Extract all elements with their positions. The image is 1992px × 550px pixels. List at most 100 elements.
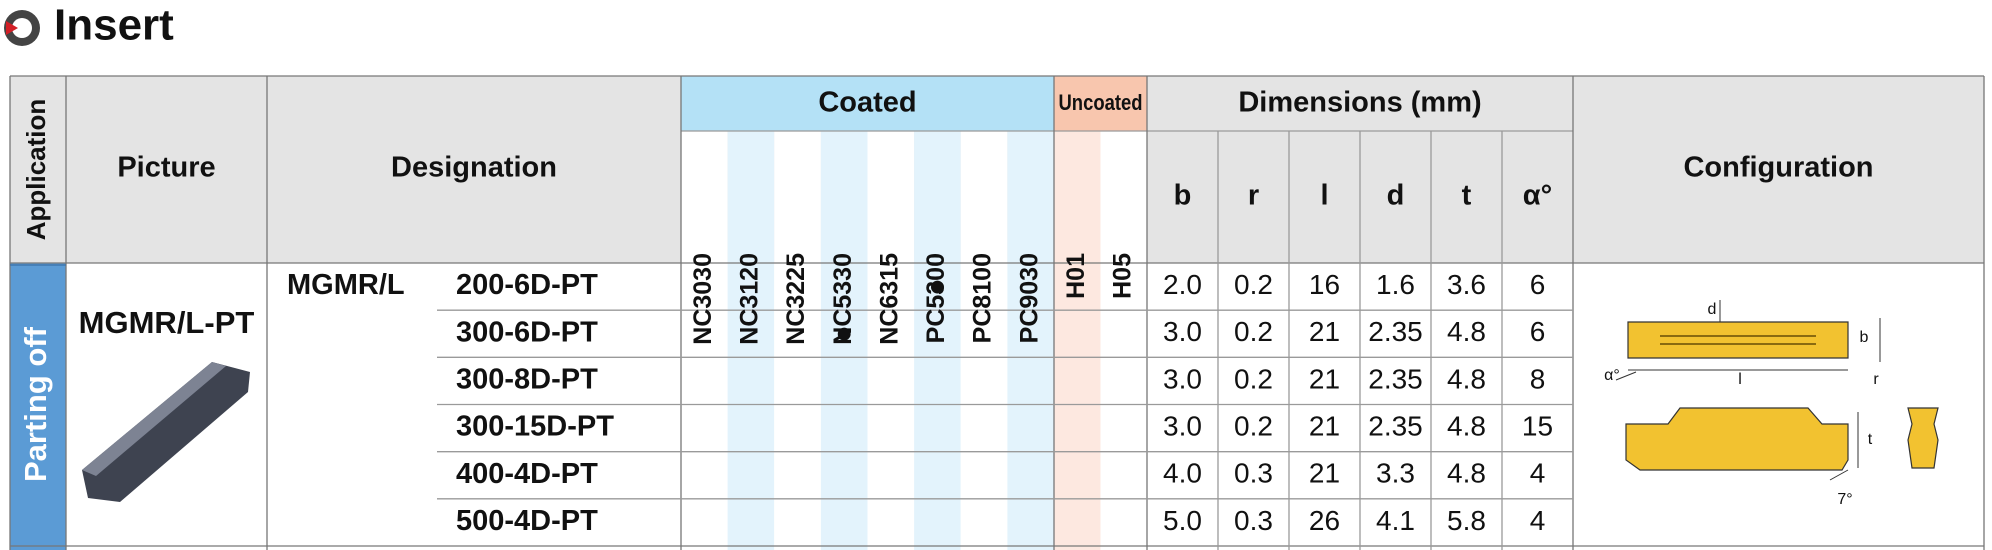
dimension-value: 21 <box>1309 316 1340 347</box>
dimension-name: t <box>1462 180 1472 212</box>
config-label: b <box>1860 329 1869 346</box>
dimension-value: 8 <box>1530 363 1546 394</box>
grade-column-bg <box>1007 131 1054 550</box>
uncoated-header: Uncoated <box>1059 90 1143 115</box>
dimension-value: 5.8 <box>1447 505 1486 536</box>
dimension-value: 0.2 <box>1234 316 1273 347</box>
grade-mark: ● <box>835 317 853 350</box>
config-label: r <box>1873 371 1879 388</box>
dimension-value: 15 <box>1522 410 1553 441</box>
dimension-value: 4.8 <box>1447 316 1486 347</box>
grade-column-bg <box>820 131 868 550</box>
grade-name: NC3225 <box>782 253 810 345</box>
dimensions-header: Dimensions (mm) <box>1238 87 1481 119</box>
dimension-value: 3.0 <box>1163 363 1202 394</box>
dimension-value: 3.3 <box>1376 458 1415 489</box>
designation: 200-6D-PT <box>456 269 598 301</box>
dimension-value: 4.1 <box>1376 505 1415 536</box>
dimension-value: 4.0 <box>1163 458 1202 489</box>
uncoated-column-bg <box>1100 131 1147 550</box>
grade-name: PC5300 <box>922 253 950 343</box>
dimension-value: 4.8 <box>1447 410 1486 441</box>
config-top <box>1627 321 1849 359</box>
grade-column-bg <box>727 131 775 550</box>
grade-column-bg <box>774 131 821 550</box>
uncoated-header-bg <box>1054 76 1147 131</box>
dimension-value: 5.0 <box>1163 505 1202 536</box>
dimension-value: 26 <box>1309 505 1340 536</box>
application: Parting off <box>18 326 53 482</box>
grade-name: H01 <box>1062 253 1090 299</box>
grade-name: PC9030 <box>1015 253 1043 343</box>
dimension-name: l <box>1320 180 1328 212</box>
config-label: α° <box>1604 367 1620 384</box>
title-icon-arrow <box>6 21 18 35</box>
picture-header: Picture <box>117 152 215 184</box>
application-bg <box>10 263 66 550</box>
dimension-name: α° <box>1523 180 1552 212</box>
grade-name: NC3030 <box>689 253 717 345</box>
dimension-value: 3.0 <box>1163 316 1202 347</box>
insert-picture <box>82 362 250 502</box>
dimension-value: 4 <box>1530 505 1546 536</box>
grade-column-bg <box>914 131 961 550</box>
dimension-value: 4.8 <box>1447 363 1486 394</box>
grade-column-bg <box>960 131 1008 550</box>
picture-label: MGMR/L-PT <box>79 305 255 340</box>
dimension-value: 3.6 <box>1447 269 1486 300</box>
title-icon-inner <box>12 18 32 38</box>
dimension-name: r <box>1248 180 1259 212</box>
dimension-value: 4.8 <box>1447 458 1486 489</box>
grade-name: NC6315 <box>875 253 903 345</box>
dimension-name: b <box>1174 180 1192 212</box>
config-top-groove <box>1660 335 1816 345</box>
designation: 400-4D-PT <box>456 458 598 490</box>
designation: 300-6D-PT <box>456 316 598 348</box>
designation-header: Designation <box>391 152 557 184</box>
uncoated-column-bg <box>1054 131 1101 550</box>
designation: 300-15D-PT <box>456 411 614 443</box>
grade-name: PC8100 <box>969 253 997 343</box>
config-dims <box>1615 300 1881 481</box>
grade-name: NC5330 <box>829 253 857 345</box>
dimension-value: 21 <box>1309 410 1340 441</box>
dimension-value: 2.35 <box>1368 363 1423 394</box>
dimension-value: 6 <box>1530 269 1546 300</box>
title: Insert <box>54 1 174 50</box>
dimension-value: 0.2 <box>1234 363 1273 394</box>
dimension-value: 2.0 <box>1163 269 1202 300</box>
designation: 500-4D-PT <box>456 505 598 537</box>
grade-name: NC3120 <box>736 253 764 345</box>
config-label: l <box>1738 371 1742 388</box>
config-label: t <box>1868 431 1873 448</box>
grade-mark: ● <box>928 270 946 303</box>
dimension-value: 16 <box>1309 269 1340 300</box>
dimension-value: 21 <box>1309 363 1340 394</box>
config-side <box>1625 407 1849 471</box>
insert-picture-top <box>82 362 226 476</box>
dimension-value: 1.6 <box>1376 269 1415 300</box>
dimension-value: 21 <box>1309 458 1340 489</box>
dimension-value: 6 <box>1530 316 1546 347</box>
dimension-name: d <box>1387 180 1405 212</box>
dimension-value: 2.35 <box>1368 410 1423 441</box>
grade-column-bg <box>867 131 915 550</box>
configuration-header: Configuration <box>1683 152 1873 184</box>
dimension-value: 0.2 <box>1234 269 1273 300</box>
dimension-value: 0.3 <box>1234 458 1273 489</box>
coated-header-bg <box>681 76 1054 131</box>
dimension-value: 0.3 <box>1234 505 1273 536</box>
coated-header: Coated <box>818 87 916 119</box>
config-end <box>1907 407 1939 469</box>
config-label: 7° <box>1837 491 1852 508</box>
dimension-value: 0.2 <box>1234 410 1273 441</box>
designation: 300-8D-PT <box>456 364 598 396</box>
grade-column-bg <box>681 131 728 550</box>
dimension-value: 3.0 <box>1163 410 1202 441</box>
series: MGMR/L <box>287 269 405 301</box>
application-header: Application <box>21 99 51 241</box>
dimension-value: 2.35 <box>1368 316 1423 347</box>
dimension-value: 4 <box>1530 458 1546 489</box>
grade-name: H05 <box>1108 253 1136 299</box>
